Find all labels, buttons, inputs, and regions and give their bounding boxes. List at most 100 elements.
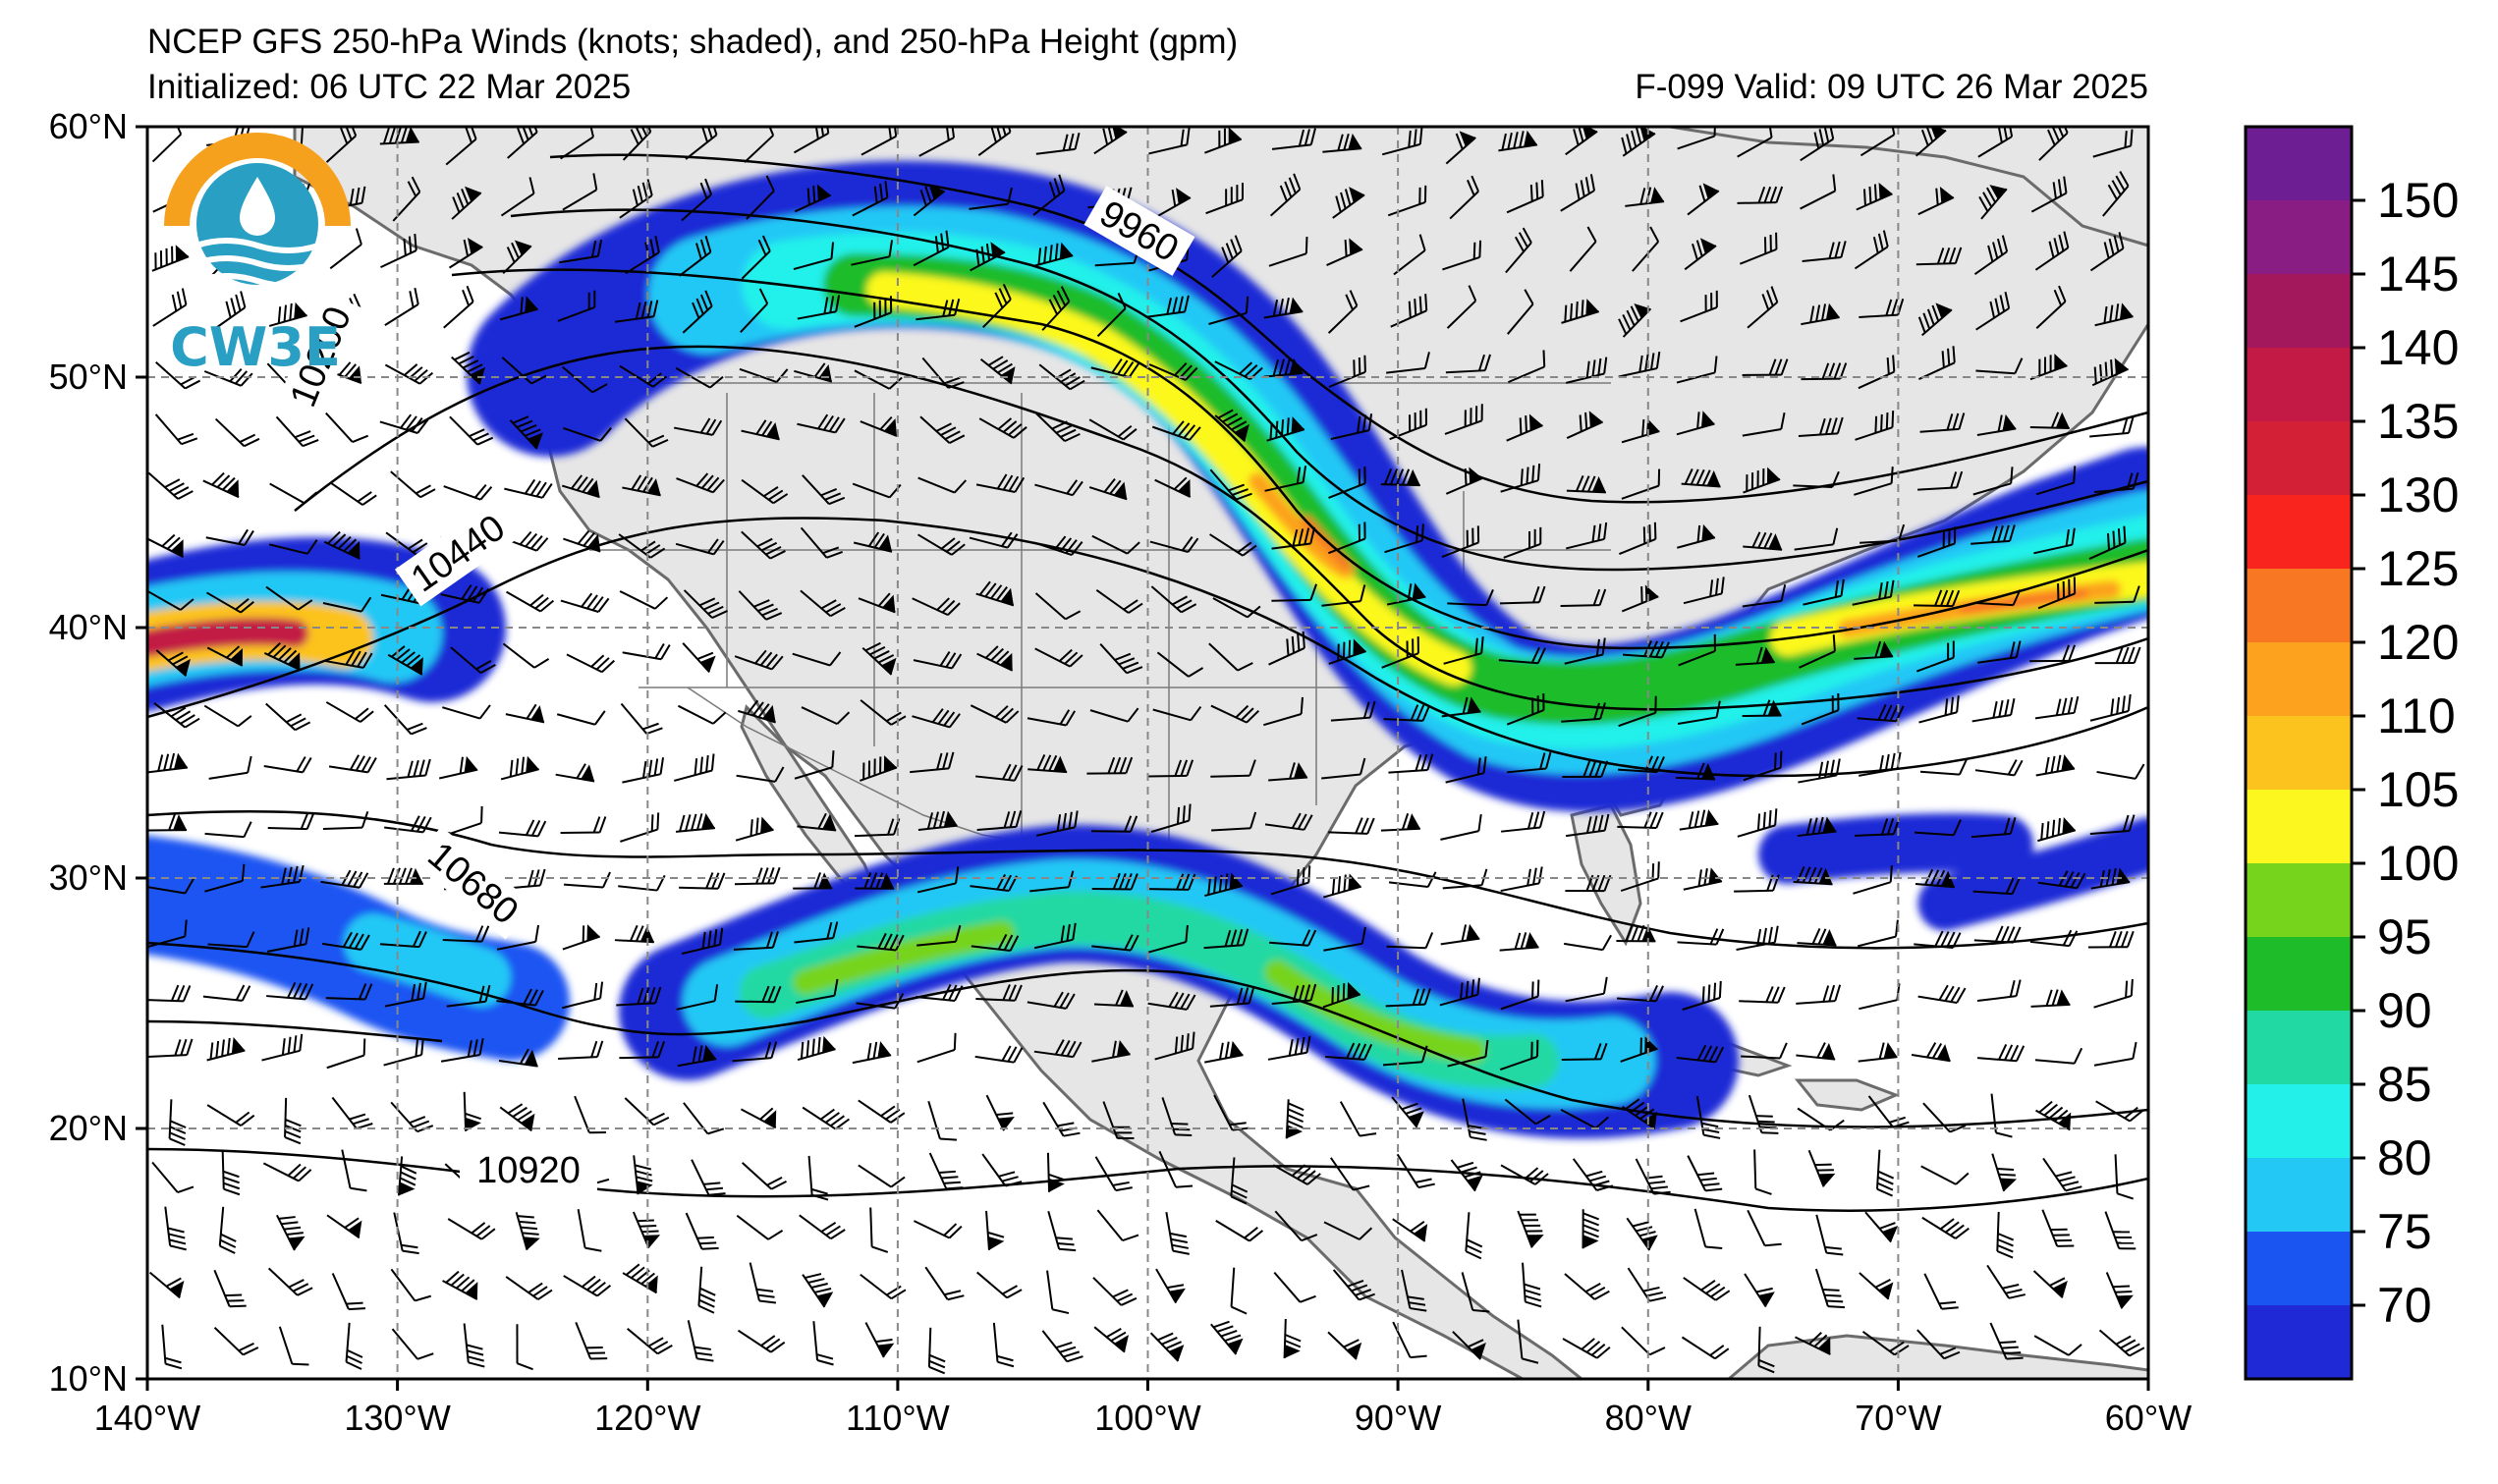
wind-barb (1392, 1218, 1428, 1242)
wind-barb (1381, 636, 1419, 669)
lon-tick-label: 140°W (94, 1398, 200, 1438)
colorbar-label: 75 (2377, 1204, 2432, 1259)
wind-barb (1677, 523, 1716, 549)
wind-barb (1210, 704, 1260, 724)
wind-barb (1440, 923, 1480, 946)
wind-barb (1155, 188, 1192, 218)
wind-barb (574, 1095, 606, 1134)
wind-barb (555, 763, 595, 783)
wind-barb (147, 533, 184, 558)
wind-barb (500, 177, 535, 217)
land-layer (293, 127, 2148, 1379)
wind-barb (1150, 585, 1197, 614)
axis-ticks (136, 125, 2150, 1391)
wind-barb (675, 366, 724, 389)
wind-barb (976, 645, 1014, 672)
wind-barb (918, 127, 956, 157)
wind-barb (1517, 1210, 1544, 1248)
wind-barb (206, 1037, 246, 1062)
wind-barb (1683, 1277, 1731, 1301)
wind-barb (1566, 474, 1606, 494)
wind-barb (1155, 1268, 1186, 1304)
wind-barb (1742, 358, 1789, 376)
wind-barb (1560, 1108, 1609, 1129)
wind-barb (267, 1267, 313, 1296)
wind-barb (1682, 980, 1722, 1011)
wind-barb (858, 592, 896, 614)
wind-barb (502, 240, 532, 275)
wind-barb (1678, 633, 1716, 667)
wind-barb (1328, 638, 1366, 665)
wind-barb (1443, 636, 1484, 665)
wind-barb (1917, 186, 1955, 216)
wind-barb (854, 296, 893, 328)
wind-barb (681, 927, 724, 955)
wind-barb (1328, 355, 1366, 388)
colorbar: 150 145 140 135 130 125 120 110 105 100 95 90 85 80 75… (2246, 127, 2459, 1380)
wind-barb (563, 529, 601, 553)
wind-barb (1271, 128, 1316, 150)
wind-barb (1676, 411, 1715, 436)
wind-barb (451, 351, 486, 385)
wind-barb (741, 478, 789, 505)
wind-barb (1737, 808, 1778, 838)
wind-barb (687, 1320, 714, 1362)
wind-barb (268, 302, 307, 327)
wind-barb (1974, 759, 2024, 777)
wind-barb (1798, 416, 1844, 438)
wind-barb (1737, 186, 1784, 204)
wind-barb (1322, 133, 1362, 153)
lon-tick-label: 80°W (1605, 1398, 1692, 1438)
wind-barb (1150, 803, 1192, 833)
colorbar-label: 150 (2377, 173, 2459, 228)
colorbar-label: 85 (2377, 1057, 2432, 1112)
wind-barb (1452, 1331, 1486, 1360)
wind-barb (2090, 867, 2131, 890)
wind-barb (974, 1045, 1024, 1064)
wind-barb (1914, 819, 1962, 837)
colorbar-segment (2246, 1084, 2352, 1159)
wind-barb (504, 478, 553, 499)
wind-barb (682, 290, 713, 334)
wind-barb (443, 484, 493, 501)
wind-barb (1332, 1269, 1375, 1301)
colorbar-label: 130 (2377, 467, 2459, 522)
lon-tick-label: 130°W (344, 1398, 450, 1438)
wind-barb (921, 357, 965, 389)
wind-barb (1854, 230, 1889, 270)
wind-barb (379, 413, 429, 434)
colorbar-label: 125 (2377, 541, 2459, 596)
wind-barb (1099, 642, 1143, 675)
wind-barb (633, 1155, 653, 1195)
wind-barb (733, 931, 779, 951)
wind-barb (2041, 1209, 2075, 1247)
wind-barb (1330, 413, 1373, 441)
wind-barb (266, 927, 310, 953)
wind-barb (736, 1214, 784, 1240)
wind-barb (1996, 1211, 2015, 1259)
wind-barb (1739, 986, 1786, 1004)
wind-barb (800, 589, 846, 618)
wind-barb (563, 426, 612, 442)
wind-barb (1102, 1101, 1135, 1140)
wind-barb (1739, 232, 1778, 265)
wind-barb (1854, 467, 1894, 496)
lon-tick-label: 110°W (846, 1398, 950, 1438)
wind-barb (975, 580, 1015, 607)
colorbar-label: 110 (2377, 688, 2456, 743)
wind-barb (697, 1266, 716, 1314)
wind-barb (1693, 1208, 1723, 1250)
wind-barb (1875, 1149, 1895, 1197)
wind-barb (674, 753, 715, 782)
wind-barb (1864, 1211, 1899, 1243)
wind-barb (1269, 929, 1317, 947)
wind-barb (2035, 285, 2067, 329)
wind-barb (390, 470, 436, 499)
colorbar-segment (2246, 348, 2352, 422)
wind-barb (1621, 1098, 1658, 1130)
wind-barb (1446, 285, 1477, 329)
wind-barb (331, 1273, 366, 1311)
wind-barb (1735, 646, 1775, 666)
lat-tick-label: 40°N (49, 607, 128, 647)
wind-barb (267, 812, 315, 831)
